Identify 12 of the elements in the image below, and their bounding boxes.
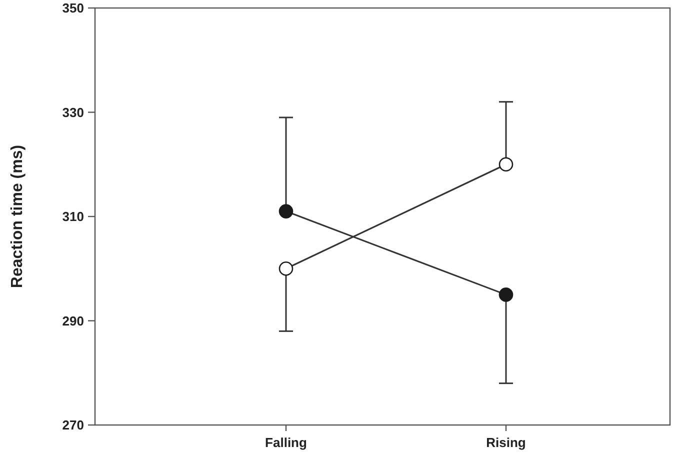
point [278,204,294,218]
point [278,261,294,276]
point [498,157,514,172]
x-tick-label: Rising [486,435,526,450]
y-tick-label: 310 [62,209,84,224]
y-tick-label: 330 [62,104,84,120]
y-axis-title: Reaction time (ms) [9,144,26,288]
y-tick-label: 270 [62,418,84,433]
y-tick-label: 350 [62,0,84,16]
y-tick-label: 290 [62,313,84,328]
point [498,288,514,302]
x-tick-label: Falling [265,435,307,450]
